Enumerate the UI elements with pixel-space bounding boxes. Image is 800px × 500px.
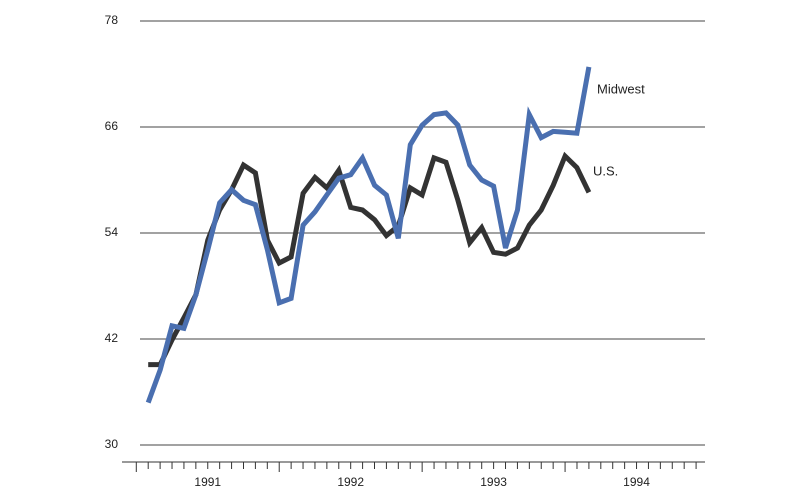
y-tick-label: 54 bbox=[105, 225, 119, 239]
x-tick-label: 1993 bbox=[480, 475, 507, 489]
y-tick-label: 42 bbox=[105, 331, 119, 345]
series-label: U.S. bbox=[593, 163, 618, 178]
y-tick-label: 30 bbox=[105, 437, 119, 451]
y-tick-label: 78 bbox=[105, 13, 119, 27]
x-tick-label: 1992 bbox=[337, 475, 364, 489]
series-label: Midwest bbox=[597, 81, 645, 96]
series-line bbox=[145, 66, 592, 404]
y-tick-label: 66 bbox=[105, 119, 119, 133]
series-line bbox=[148, 151, 592, 368]
x-tick-label: 1991 bbox=[194, 475, 221, 489]
x-tick-label: 1994 bbox=[623, 475, 650, 489]
